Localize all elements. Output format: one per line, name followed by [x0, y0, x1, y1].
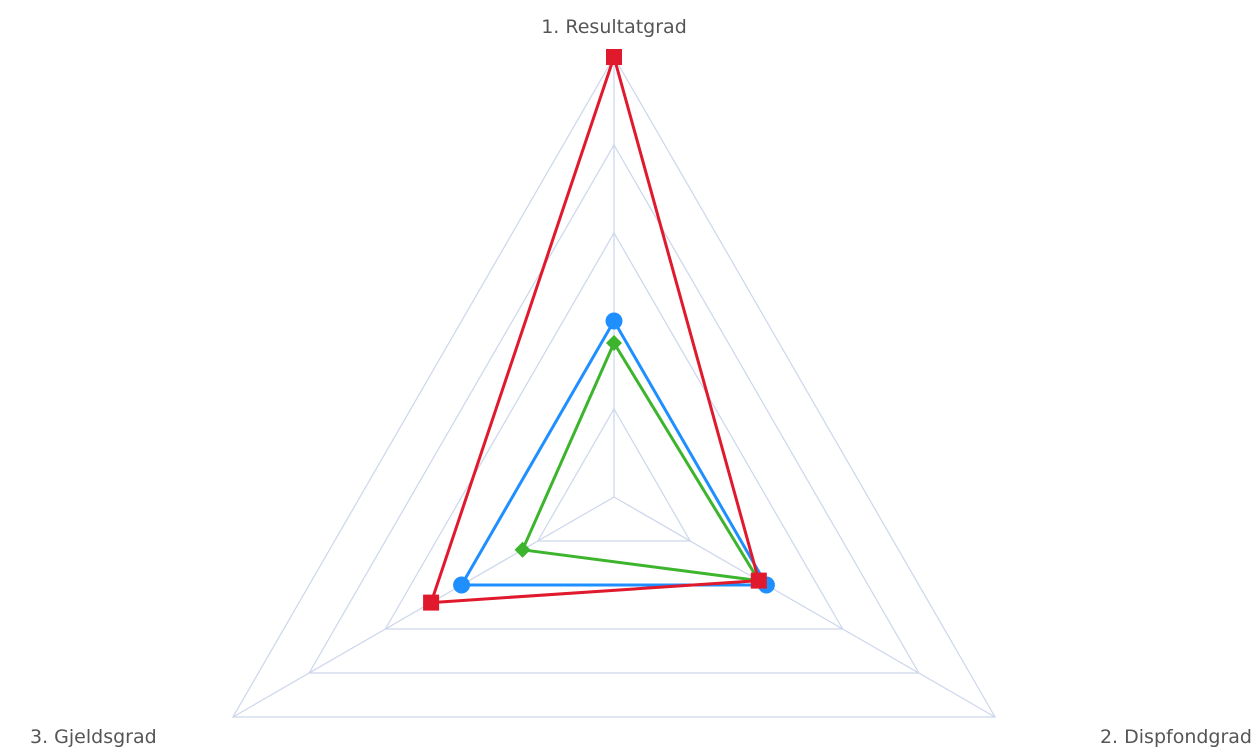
- grid-ring-3: [384, 231, 844, 630]
- series-2: [453, 312, 775, 594]
- series-3: [514, 335, 767, 589]
- series-2-line: [460, 319, 768, 587]
- grid-ring-1: [536, 407, 692, 542]
- axis-label-gjeldsgrad: 3. Gjeldsgrad: [30, 726, 157, 748]
- spoke-2: [613, 496, 996, 718]
- series-1-point-3[interactable]: [423, 594, 440, 611]
- series-1-line: [429, 55, 761, 605]
- series-3-point-3[interactable]: [514, 541, 531, 558]
- radar-spokes: [232, 57, 996, 718]
- series-2-point-1[interactable]: [605, 312, 623, 330]
- series-1: [423, 49, 767, 611]
- axis-label-resultatgrad: 1. Resultatgrad: [541, 16, 687, 38]
- series-3-line: [521, 341, 761, 583]
- series-1-point-2[interactable]: [750, 572, 767, 589]
- radar-series: [423, 49, 775, 611]
- series-1-point-1[interactable]: [606, 49, 622, 65]
- series-2-point-3[interactable]: [453, 576, 471, 594]
- grid-ring-5: [231, 55, 997, 718]
- axis-label-dispfondgrad: 2. Dispfondgrad: [1100, 726, 1252, 748]
- grid-ring-4: [308, 143, 920, 674]
- series-3-point-1[interactable]: [606, 335, 622, 351]
